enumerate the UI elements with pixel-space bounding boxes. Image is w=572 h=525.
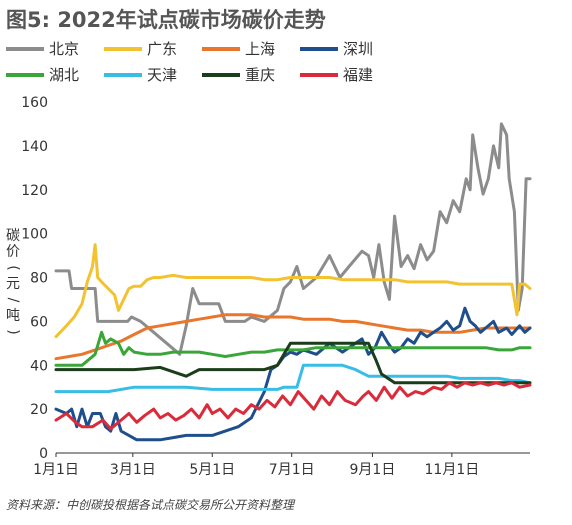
- legend-swatch: [300, 46, 338, 51]
- y-tick-label: 60: [30, 314, 48, 330]
- x-tick-label: 9月1日: [350, 462, 396, 478]
- legend-swatch: [202, 46, 240, 51]
- source-note: 资料来源：中创碳投根据各试点碳交易所公开资料整理: [6, 498, 295, 512]
- y-tick-label: 40: [30, 358, 48, 374]
- chart-title: 图5: 2022年试点碳市场碳价走势: [6, 8, 326, 32]
- series-line-1: [54, 243, 532, 339]
- x-tick-label: 7月1日: [269, 462, 315, 478]
- legend-label: 深圳: [343, 40, 374, 58]
- legend-label: 湖北: [49, 66, 80, 84]
- legend: 北京 广东 上海 深圳湖北 天津 重庆 福建: [6, 38, 426, 85]
- series-line-5: [54, 363, 532, 394]
- legend-swatch: [300, 72, 338, 77]
- legend-item: 湖北: [6, 64, 102, 85]
- y-axis-label: 碳价(元 / 吨): [5, 228, 21, 335]
- series-line-2: [54, 313, 532, 361]
- tick-labels: 0 20 40 60 80 100 120 140 160 1月1日 3月1日 5月1日 7月1日 9月1…: [21, 95, 479, 478]
- legend-item: 福建: [300, 64, 396, 85]
- legend-swatch: [202, 72, 240, 77]
- legend-item: 天津: [104, 64, 200, 85]
- x-tick-label: 5月1日: [189, 462, 235, 478]
- y-tick-label: 100: [21, 227, 48, 243]
- series-layer: [54, 122, 532, 442]
- x-tick-label: 3月1日: [110, 462, 156, 478]
- legend-item: 深圳: [300, 38, 396, 59]
- legend-label: 福建: [343, 66, 374, 84]
- y-tick-label: 20: [30, 402, 48, 418]
- legend-label: 广东: [147, 40, 178, 58]
- x-tick-label: 11月1日: [425, 462, 480, 478]
- legend-item: 重庆: [202, 64, 298, 85]
- y-tick-label: 120: [21, 183, 48, 199]
- y-tick-label: 80: [30, 271, 48, 287]
- legend-label: 重庆: [245, 66, 276, 84]
- legend-swatch: [6, 46, 44, 51]
- legend-swatch: [104, 46, 142, 51]
- series-line-0: [54, 122, 532, 356]
- series-line-4: [54, 330, 532, 367]
- x-tick-label: 1月1日: [33, 462, 79, 478]
- y-tick-label: 0: [39, 446, 48, 462]
- legend-label: 上海: [245, 40, 276, 58]
- y-tick-label: 160: [21, 95, 48, 111]
- series-line-6: [54, 341, 532, 385]
- legend-item: 北京: [6, 38, 102, 59]
- legend-label: 天津: [147, 66, 178, 84]
- series-line-3: [54, 306, 532, 442]
- series-line-7: [54, 381, 532, 431]
- axes: [55, 452, 530, 457]
- y-tick-label: 140: [21, 139, 48, 155]
- legend-item: 上海: [202, 38, 298, 59]
- legend-swatch: [6, 72, 44, 77]
- legend-item: 广东: [104, 38, 200, 59]
- legend-swatch: [104, 72, 142, 77]
- legend-label: 北京: [49, 40, 80, 58]
